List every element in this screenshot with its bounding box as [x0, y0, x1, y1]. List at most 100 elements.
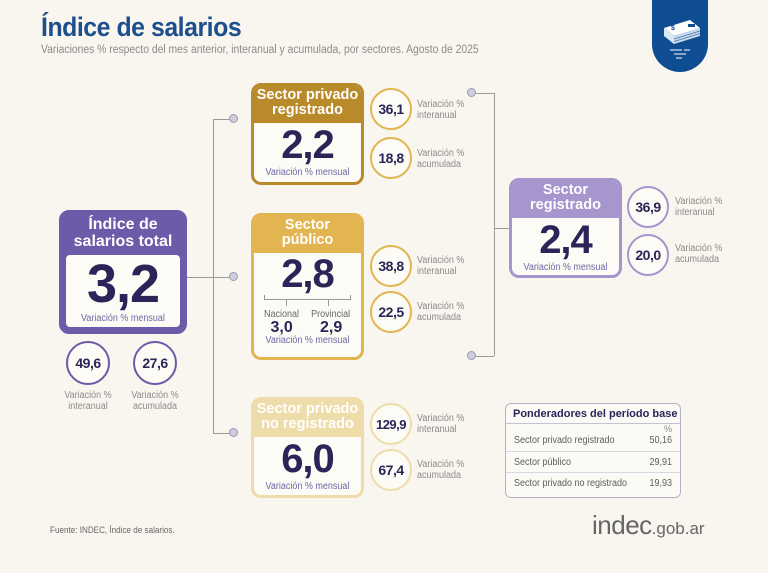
label-line2: interanual [417, 424, 457, 435]
label-line1: Variación % [675, 243, 723, 254]
connector-dot [229, 272, 238, 281]
label-line2: acumulada [417, 470, 462, 481]
reg-acumulada-circle: 20,0 [627, 234, 669, 276]
reg-interanual-circle: 36,9 [627, 186, 669, 228]
pr-acumulada-circle: 18,8 [370, 137, 412, 179]
pub-bracket [264, 295, 351, 309]
label-line1: Variación % [417, 459, 465, 470]
connector-vertical-right [494, 93, 495, 356]
reg-acumulada-label: Variación % acumulada [675, 243, 722, 265]
provincial-label: Provincial [311, 309, 351, 320]
private-registered-box: Sector privado registrado 2,2 Variación … [251, 83, 364, 185]
pub-interanual-circle: 38,8 [370, 245, 412, 287]
total-interanual-label: Variación % interanual [61, 390, 115, 412]
weights-row-label: Sector público [514, 456, 572, 468]
pub-acumulada-circle: 22,5 [370, 291, 412, 333]
total-acumulada-label: Variación % acumulada [128, 390, 182, 412]
weights-row-label: Sector privado registrado [514, 435, 615, 446]
pub-acumulada-label: Variación % acumulada [417, 301, 464, 323]
weights-row: Sector privado registrado 50,16 [506, 435, 680, 452]
total-mensual-value: 3,2 [86, 254, 160, 314]
connector-dot [229, 114, 238, 123]
label-line2: interanual [675, 207, 715, 218]
nr-body: 6,0 Variación % mensual [254, 437, 361, 492]
nr-title-line2: no registrado [261, 416, 354, 433]
pub-nacional: Nacional 3,0 [262, 309, 301, 336]
indec-logo[interactable]: indec.gob.ar [592, 510, 705, 541]
total-mensual-label: Variación % mensual [81, 313, 165, 324]
label-line2: acumulada [417, 312, 462, 323]
pub-body: 2,8 Nacional 3,0 Provincial 2,9 Variació… [254, 253, 361, 346]
label-line1: Variación % [675, 196, 723, 207]
svg-text:$: $ [671, 25, 675, 32]
nr-interanual-circle: 129,9 [370, 403, 412, 445]
money-stack-icon: $ [664, 20, 701, 59]
nr-title-line1: Sector privado [256, 401, 359, 417]
connector-bottom [476, 356, 494, 357]
connector-top [476, 93, 494, 94]
total-title-line2: salarios total [73, 232, 173, 250]
pr-title: Sector privado registrado [254, 86, 361, 123]
pub-mensual-value: 2,8 [281, 252, 335, 296]
connector-vertical-left [213, 119, 214, 433]
pub-breakdown: Nacional 3,0 Provincial 2,9 [254, 309, 361, 336]
label-line1: Variación % [417, 413, 465, 424]
weights-title: Ponderadores del período base [506, 404, 680, 424]
weights-row-label: Sector privado no registrado [514, 478, 628, 489]
public-sector-box: Sector público 2,8 Nacional 3,0 Provinci… [251, 213, 364, 360]
pub-mensual-label: Variación % mensual [265, 335, 350, 346]
pub-title: Sector público [254, 216, 361, 253]
weights-row-value: 29,91 [649, 456, 672, 468]
weights-row-value: 50,16 [649, 435, 672, 446]
pub-provincial: Provincial 2,9 [309, 309, 352, 336]
reg-body: 2,4 Variación % mensual [512, 218, 619, 273]
total-title: Índice de salarios total [62, 213, 184, 255]
provincial-value: 2,9 [320, 319, 343, 336]
logo-main: indec [592, 510, 652, 540]
connector-dot [229, 428, 238, 437]
source-note: Fuente: INDEC, Índice de salarios. [50, 525, 175, 535]
total-body: 3,2 Variación % mensual [66, 255, 180, 327]
nacional-label: Nacional [264, 309, 300, 320]
reg-mensual-label: Variación % mensual [523, 262, 608, 273]
label-line1: Variación % [417, 99, 465, 110]
pr-mensual-label: Variación % mensual [265, 167, 350, 178]
total-acumulada-circle: 27,6 [133, 341, 177, 385]
label-line2: acumulada [417, 159, 462, 170]
logo-domain: .gob.ar [651, 519, 705, 538]
label-line1: Variación % [131, 390, 179, 401]
nacional-value: 3,0 [270, 319, 293, 336]
pub-title-line1: Sector [284, 217, 331, 233]
pr-acumulada-label: Variación % acumulada [417, 148, 464, 170]
nr-acumulada-circle: 67,4 [370, 449, 412, 491]
pr-body: 2,2 Variación % mensual [254, 123, 361, 178]
nr-mensual-label: Variación % mensual [265, 481, 350, 492]
weights-row: Sector privado no registrado 19,93 [506, 473, 680, 494]
nr-acumulada-label: Variación % acumulada [417, 459, 464, 481]
pr-mensual-value: 2,2 [281, 123, 335, 167]
weights-row: Sector público 29,91 [506, 452, 680, 473]
total-title-line1: Índice de [88, 216, 158, 233]
private-unregistered-box: Sector privado no registrado 6,0 Variaci… [251, 397, 364, 498]
reg-mensual-value: 2,4 [539, 218, 593, 262]
pr-interanual-label: Variación % interanual [417, 99, 464, 121]
reg-title-line1: Sector [542, 182, 589, 198]
connector-registrado [494, 228, 510, 229]
nr-title: Sector privado no registrado [254, 400, 361, 437]
label-line2: interanual [417, 110, 457, 121]
label-line1: Variación % [417, 301, 465, 312]
label-line1: Variación % [64, 390, 112, 401]
label-line2: acumulada [132, 401, 178, 412]
page-subtitle: Variaciones % respecto del mes anterior,… [41, 44, 479, 56]
label-line2: acumulada [675, 254, 720, 265]
weights-table: Ponderadores del período base % Sector p… [505, 403, 681, 498]
reg-interanual-label: Variación % interanual [675, 196, 722, 218]
total-interanual-circle: 49,6 [66, 341, 110, 385]
pr-interanual-circle: 36,1 [370, 88, 412, 130]
registered-sector-box: Sector registrado 2,4 Variación % mensua… [509, 178, 622, 278]
pub-interanual-label: Variación % interanual [417, 255, 464, 277]
weights-unit: % [663, 424, 672, 434]
reg-title: Sector registrado [512, 181, 619, 218]
pr-title-line1: Sector privado [256, 87, 359, 103]
label-line2: interanual [68, 401, 108, 412]
